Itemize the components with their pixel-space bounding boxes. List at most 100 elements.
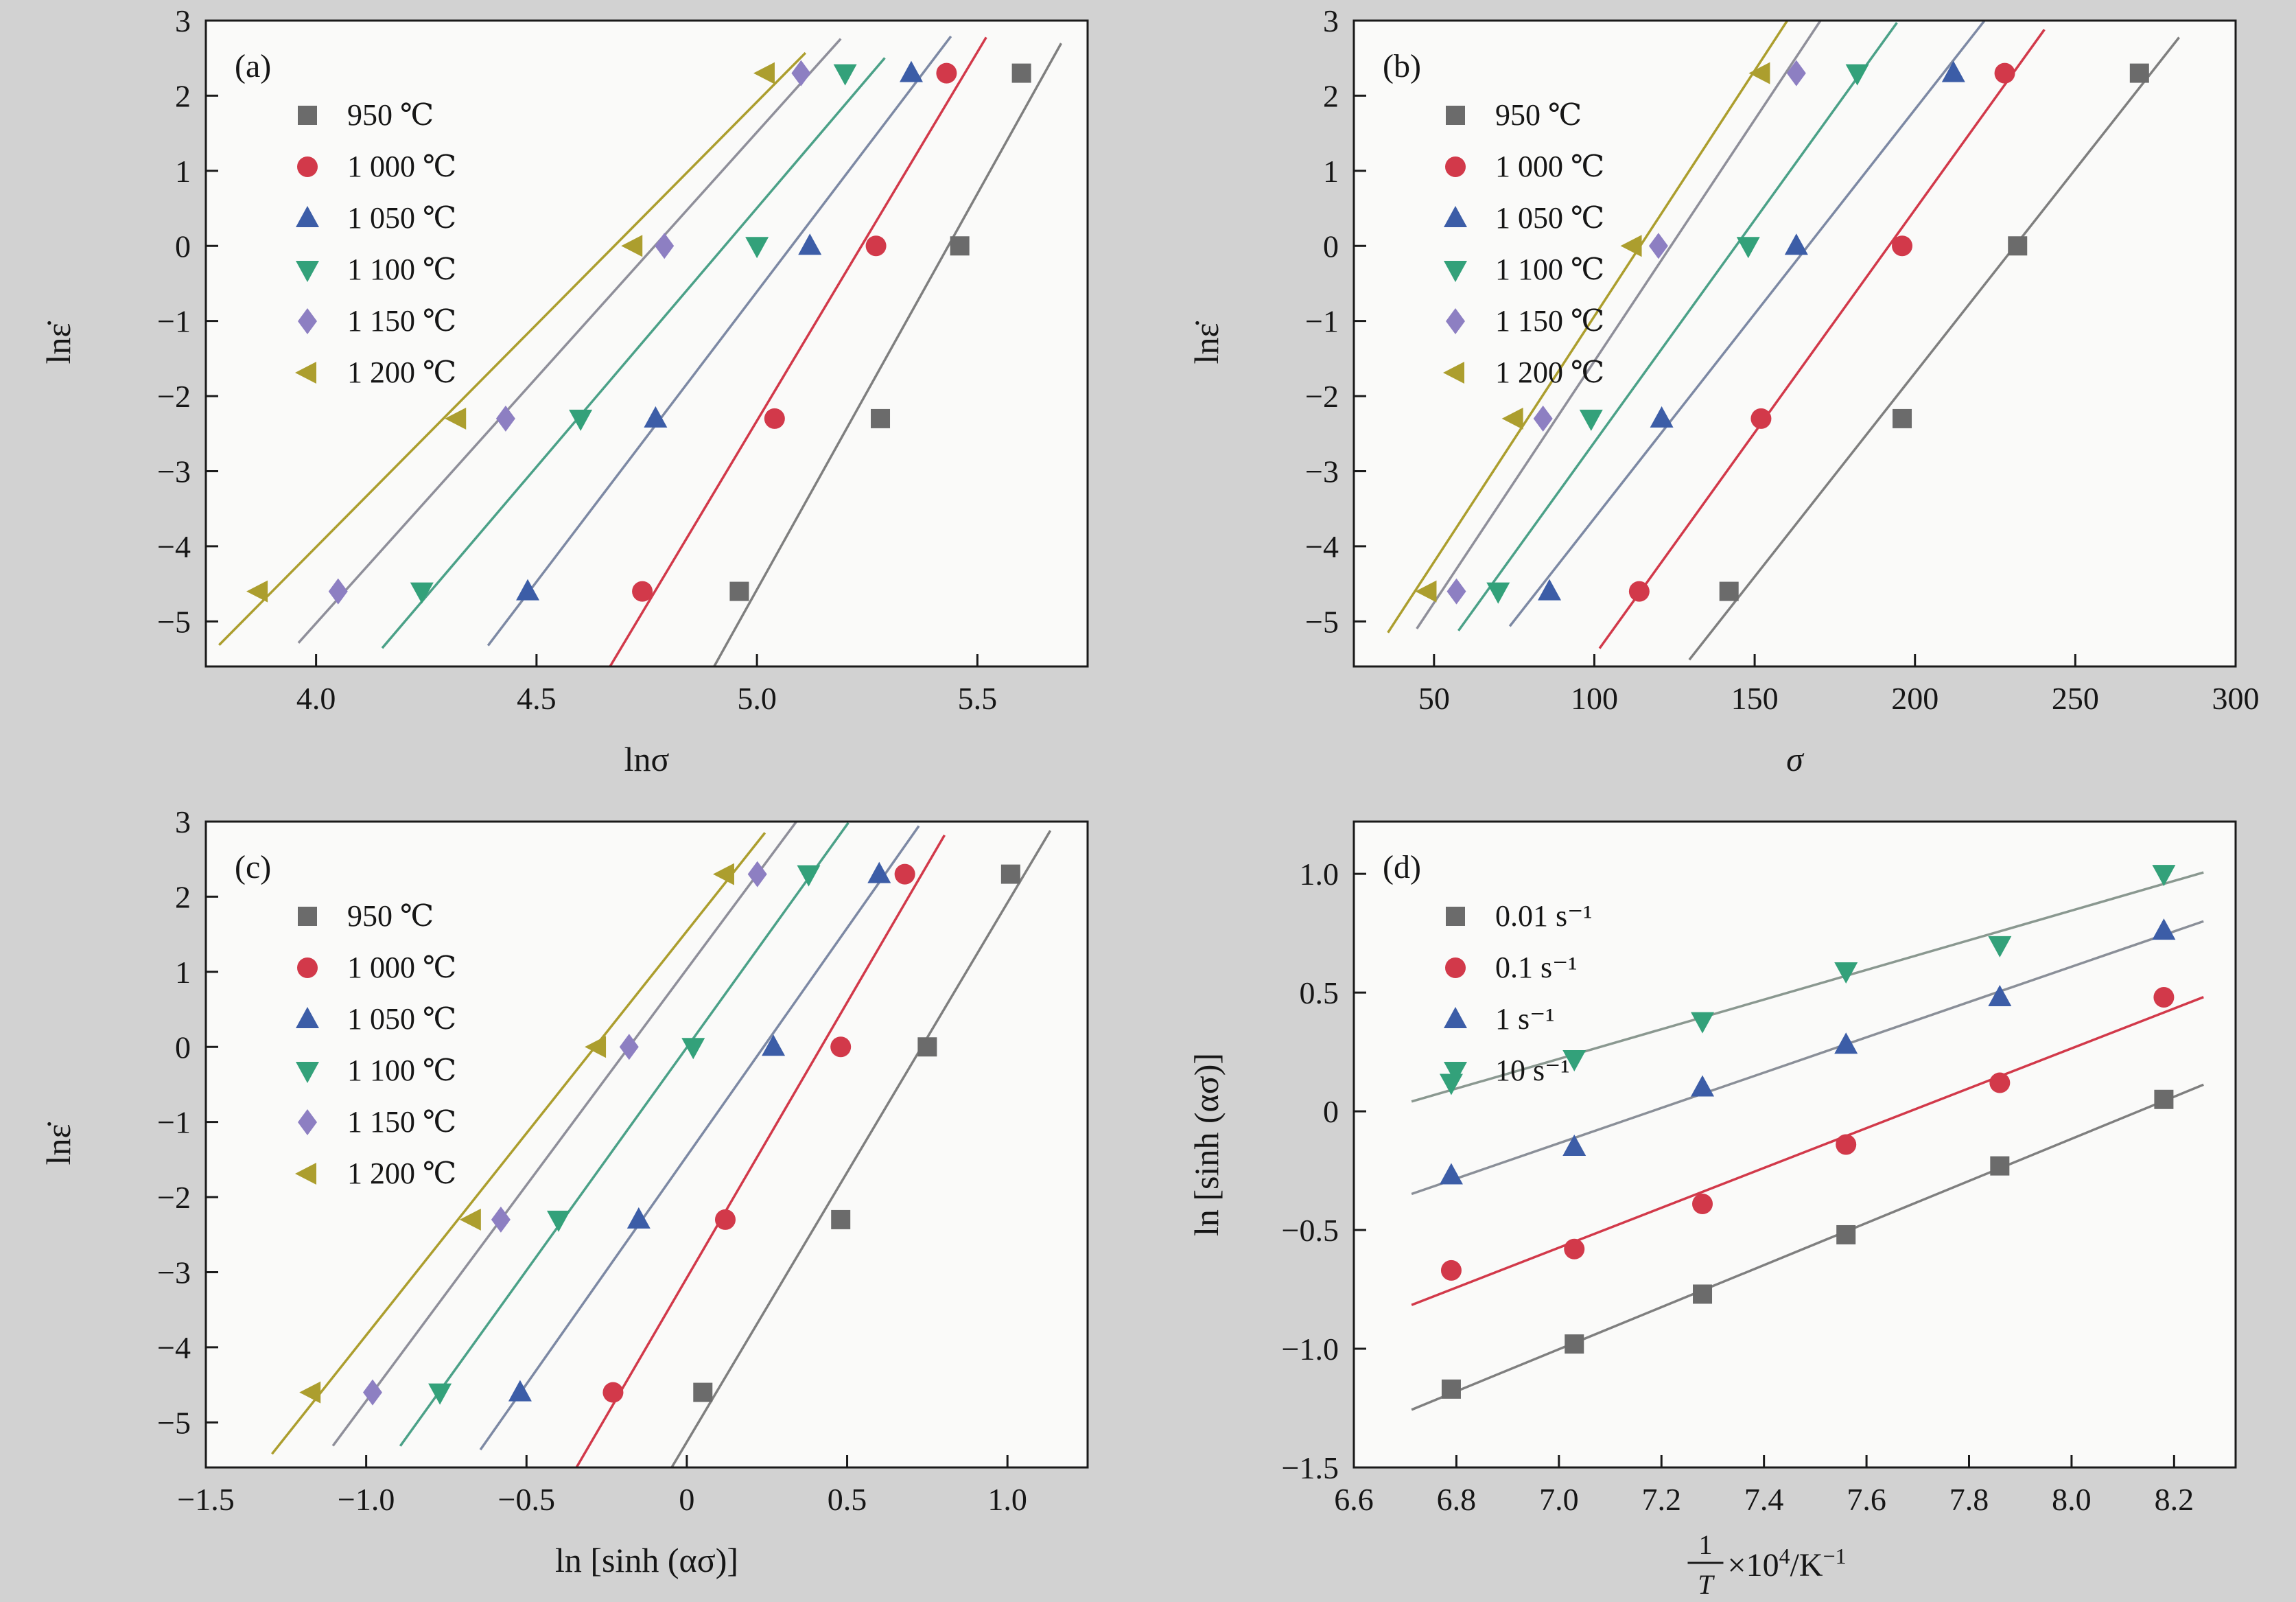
svg-text:T: T [1698, 1569, 1715, 1600]
svg-text:(c): (c) [235, 849, 271, 885]
svg-text:200: 200 [1891, 681, 1938, 716]
svg-text:(d): (d) [1383, 849, 1421, 885]
svg-text:0.5: 0.5 [1300, 975, 1339, 1010]
svg-text:1 100 ℃: 1 100 ℃ [1495, 253, 1604, 286]
svg-text:150: 150 [1731, 681, 1779, 716]
svg-text:−1: −1 [157, 304, 191, 339]
svg-text:σ: σ [1786, 740, 1805, 778]
svg-text:8.2: 8.2 [2155, 1482, 2194, 1517]
svg-text:−4: −4 [157, 1330, 191, 1365]
svg-text:1 200 ℃: 1 200 ℃ [347, 1157, 456, 1190]
svg-text:−3: −3 [157, 1255, 191, 1290]
svg-text:−1.5: −1.5 [177, 1482, 234, 1517]
svg-text:50: 50 [1418, 681, 1450, 716]
svg-text:−1.0: −1.0 [338, 1482, 395, 1517]
svg-text:−3: −3 [157, 454, 191, 489]
chart-ln-sinh-vs-inverse-temperature: 6.6 6.8 7.0 7.2 7.4 7.6 7.8 8.0 8.2 1.0 0.5 0 −0.5 −1… [1187, 820, 2237, 1600]
chart-ln-strain-rate-vs-stress: 50 100 150 200 250 300 3 2 1 0 −1 −2 −3 −4 −5 (b) 950 ℃ 1… [1187, 3, 2260, 778]
svg-text:1: 1 [1323, 154, 1339, 189]
svg-text:lnε̇: lnε̇ [39, 321, 78, 364]
svg-text:0: 0 [1323, 229, 1339, 264]
svg-text:(a): (a) [235, 48, 271, 84]
svg-text:7.0: 7.0 [1539, 1482, 1579, 1517]
svg-text:−2: −2 [157, 379, 191, 414]
svg-text:−0.5: −0.5 [1282, 1213, 1339, 1248]
svg-text:5.0: 5.0 [737, 681, 777, 716]
svg-text:−5: −5 [157, 1405, 191, 1440]
svg-text:1 050 ℃: 1 050 ℃ [347, 201, 456, 235]
svg-text:(b): (b) [1383, 48, 1421, 84]
svg-text:2: 2 [175, 78, 191, 113]
panel-b: 50 100 150 200 250 300 3 2 1 0 −1 −2 −3 −4 −5 (b) 950 ℃ 1… [1148, 0, 2296, 801]
svg-text:1 150 ℃: 1 150 ℃ [1495, 304, 1604, 338]
panel-a: 4.0 4.5 5.0 5.5 3 2 1 0 −1 −2 −3 −4 −5 (a) 950 ℃ 1 000 … [0, 0, 1148, 801]
svg-text:1 100 ℃: 1 100 ℃ [347, 253, 456, 286]
svg-text:1 000 ℃: 1 000 ℃ [347, 951, 456, 984]
svg-text:1.0: 1.0 [987, 1482, 1027, 1517]
svg-text:1 050 ℃: 1 050 ℃ [347, 1002, 456, 1036]
svg-text:950 ℃: 950 ℃ [347, 899, 434, 933]
svg-text:0.1 s⁻¹: 0.1 s⁻¹ [1495, 951, 1578, 984]
svg-text:−1: −1 [1305, 304, 1339, 339]
svg-text:1 s⁻¹: 1 s⁻¹ [1495, 1002, 1555, 1036]
svg-text:1: 1 [175, 955, 191, 990]
svg-text:100: 100 [1571, 681, 1618, 716]
svg-text:−1.5: −1.5 [1282, 1450, 1339, 1485]
svg-text:−0.5: −0.5 [498, 1482, 555, 1517]
chart-ln-strain-rate-vs-ln-stress: 4.0 4.5 5.0 5.5 3 2 1 0 −1 −2 −3 −4 −5 (a) 950 ℃ 1 000 … [39, 3, 1089, 778]
svg-text:1 050 ℃: 1 050 ℃ [1495, 201, 1604, 235]
svg-text:1 000 ℃: 1 000 ℃ [347, 150, 456, 183]
svg-text:0: 0 [679, 1482, 694, 1517]
svg-text:ln [sinh (ασ)]: ln [sinh (ασ)] [1187, 1053, 1226, 1236]
svg-text:lnε̇: lnε̇ [39, 1122, 78, 1165]
svg-text:6.6: 6.6 [1334, 1482, 1374, 1517]
svg-text:0: 0 [175, 229, 191, 264]
svg-text:−5: −5 [1305, 604, 1339, 639]
svg-text:−4: −4 [157, 529, 191, 564]
svg-text:−2: −2 [157, 1180, 191, 1215]
svg-text:8.0: 8.0 [2052, 1482, 2092, 1517]
svg-text:250: 250 [2052, 681, 2099, 716]
svg-text:1 000 ℃: 1 000 ℃ [1495, 150, 1604, 183]
panel-d: 6.6 6.8 7.0 7.2 7.4 7.6 7.8 8.0 8.2 1.0 0.5 0 −0.5 −1… [1148, 801, 2296, 1602]
svg-text:3: 3 [175, 804, 191, 839]
svg-text:4.0: 4.0 [296, 681, 336, 716]
panel-c: −1.5 −1.0 −0.5 0 0.5 1.0 3 2 1 0 −1 −2 −3 −4 −5 (c) 950 … [0, 801, 1148, 1602]
svg-text:950 ℃: 950 ℃ [347, 98, 434, 132]
svg-text:ln [sinh (ασ)]: ln [sinh (ασ)] [555, 1541, 738, 1579]
svg-text:0.5: 0.5 [828, 1482, 867, 1517]
svg-text:−2: −2 [1305, 379, 1339, 414]
svg-text:0.01 s⁻¹: 0.01 s⁻¹ [1495, 899, 1593, 933]
svg-text:7.4: 7.4 [1744, 1482, 1784, 1517]
svg-text:1 200 ℃: 1 200 ℃ [347, 356, 456, 389]
svg-text:1 200 ℃: 1 200 ℃ [1495, 356, 1604, 389]
svg-text:7.6: 7.6 [1847, 1482, 1886, 1517]
svg-text:lnε̇: lnε̇ [1187, 321, 1226, 364]
svg-text:1 100 ℃: 1 100 ℃ [347, 1054, 456, 1087]
svg-text:0: 0 [175, 1030, 191, 1065]
svg-text:7.8: 7.8 [1949, 1482, 1989, 1517]
svg-text:×104/K−1: ×104/K−1 [1728, 1544, 1847, 1583]
svg-text:−5: −5 [157, 604, 191, 639]
svg-text:1 150 ℃: 1 150 ℃ [347, 304, 456, 338]
svg-text:3: 3 [1323, 3, 1339, 38]
svg-text:5.5: 5.5 [958, 681, 998, 716]
svg-text:−3: −3 [1305, 454, 1339, 489]
svg-text:−4: −4 [1305, 529, 1339, 564]
svg-text:−1: −1 [157, 1105, 191, 1140]
svg-text:7.2: 7.2 [1642, 1482, 1682, 1517]
svg-text:1: 1 [1699, 1529, 1713, 1560]
svg-text:3: 3 [175, 3, 191, 38]
svg-text:0: 0 [1323, 1094, 1339, 1129]
chart-ln-strain-rate-vs-ln-sinh: −1.5 −1.0 −0.5 0 0.5 1.0 3 2 1 0 −1 −2 −3 −4 −5 (c) 950 … [39, 804, 1089, 1579]
svg-text:4.5: 4.5 [517, 681, 557, 716]
svg-text:1: 1 [175, 154, 191, 189]
svg-text:2: 2 [1323, 78, 1339, 113]
svg-text:950 ℃: 950 ℃ [1495, 98, 1582, 132]
svg-text:1 150 ℃: 1 150 ℃ [347, 1105, 456, 1139]
svg-text:10 s⁻¹: 10 s⁻¹ [1495, 1054, 1570, 1087]
svg-text:300: 300 [2212, 681, 2260, 716]
svg-text:−1.0: −1.0 [1282, 1332, 1339, 1367]
svg-text:1.0: 1.0 [1300, 857, 1339, 892]
